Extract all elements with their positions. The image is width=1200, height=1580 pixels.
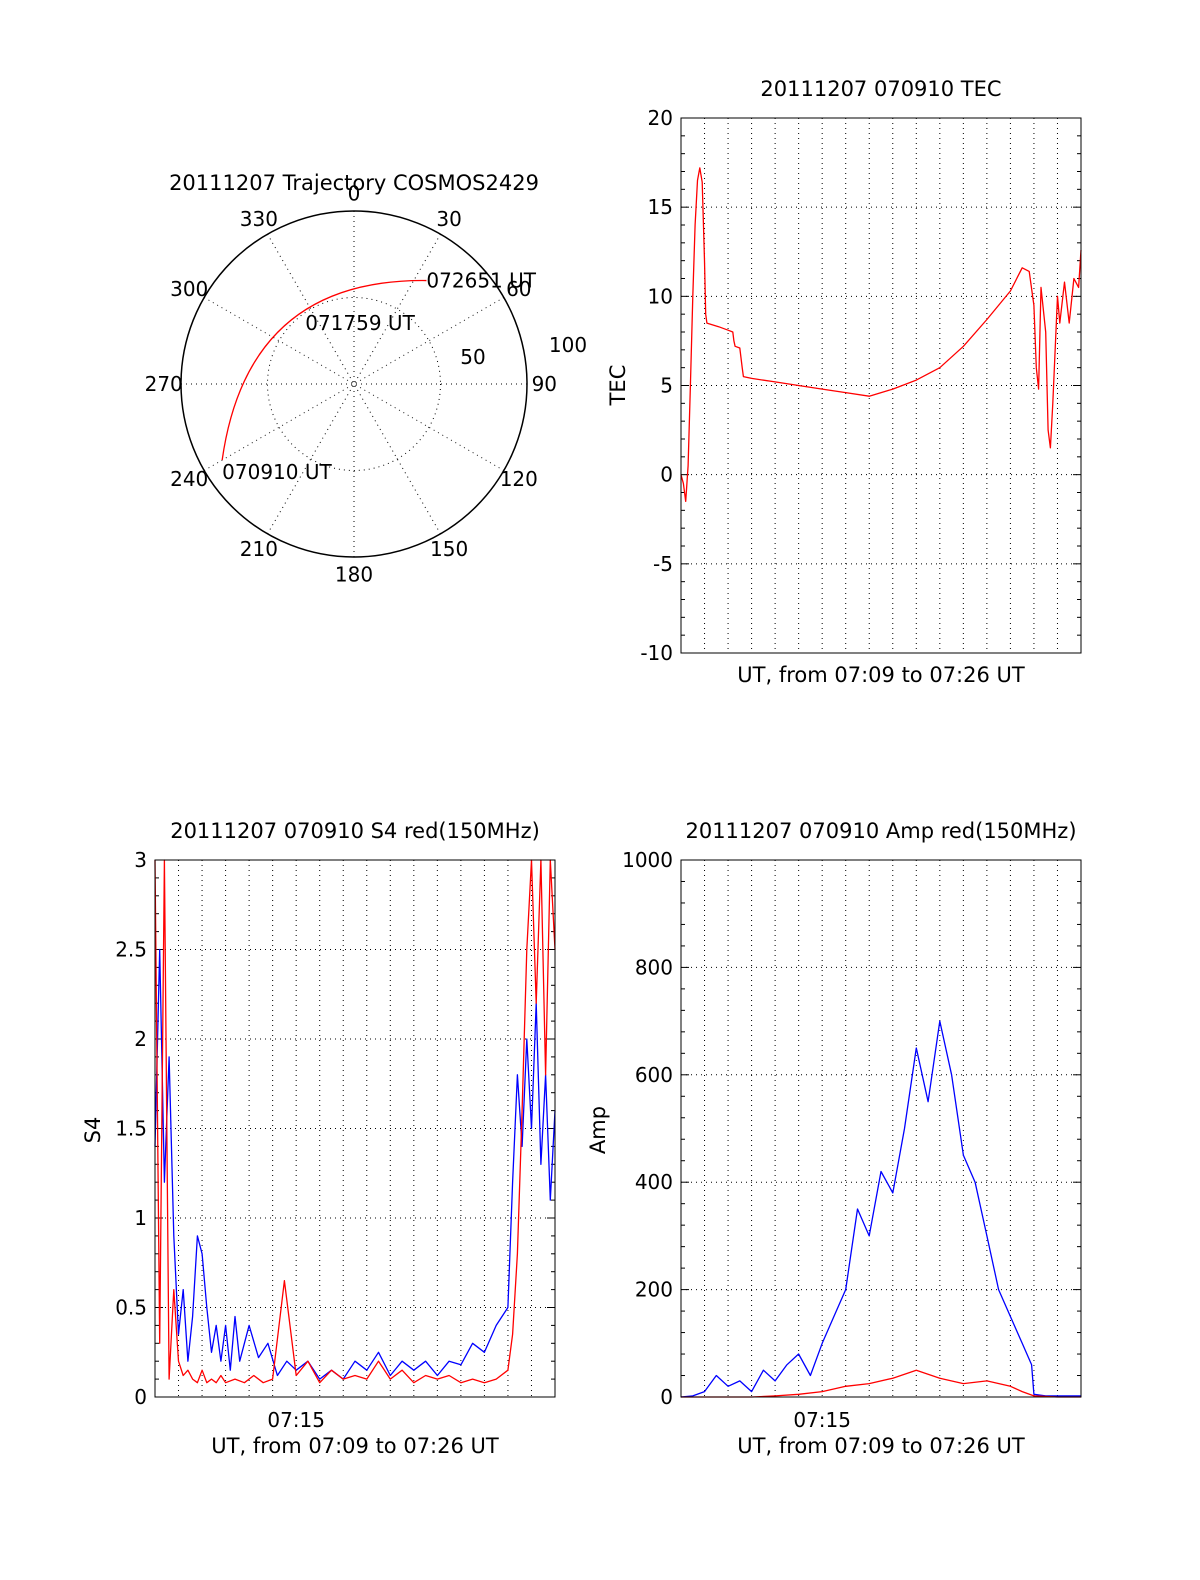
xtick-label: 07:15 bbox=[267, 1408, 325, 1432]
plot-frame bbox=[680, 859, 1082, 1398]
trajectory-point-label: 072651 UT bbox=[426, 269, 536, 293]
series-line-1 bbox=[154, 859, 556, 1384]
ytick-label: 5 bbox=[660, 374, 673, 398]
ytick-label: 2 bbox=[134, 1027, 147, 1051]
radius-label: 100 bbox=[549, 333, 587, 357]
s4-title: 20111207 070910 S4 red(150MHz) bbox=[170, 819, 540, 843]
ytick-label: -5 bbox=[653, 552, 673, 576]
ytick-label: 3 bbox=[134, 848, 147, 872]
polar-outer-circle bbox=[180, 210, 528, 558]
ytick-label: -10 bbox=[640, 641, 673, 665]
plot-frame bbox=[154, 859, 556, 1398]
trajectory-point-label: 070910 UT bbox=[222, 460, 332, 484]
trajectory-track bbox=[221, 279, 427, 461]
azimuth-label: 240 bbox=[170, 467, 208, 491]
ytick-label: 10 bbox=[648, 284, 673, 308]
polar-spoke bbox=[267, 233, 441, 535]
ytick-label: 15 bbox=[648, 195, 673, 219]
ytick-label: 200 bbox=[635, 1278, 673, 1302]
s4-plot: 20111207 070910 S4 red(150MHz) UT, from … bbox=[81, 819, 556, 1458]
polar-plot: 20111207 Trajectory COSMOS2429 0 30 60 90 12… bbox=[145, 171, 587, 586]
ytick-label: 1.5 bbox=[115, 1117, 147, 1141]
azimuth-label: 150 bbox=[430, 537, 468, 561]
tec-axes: 20 15 10 5 0 -5 -10 bbox=[640, 106, 1082, 665]
polar-spoke bbox=[267, 233, 441, 535]
ytick-label: 2.5 bbox=[115, 938, 147, 962]
tec-ylabel: TEC bbox=[606, 365, 630, 407]
series-line-0 bbox=[154, 948, 556, 1380]
tec-plot: 20111207 070910 TEC UT, from 07:09 to 07… bbox=[606, 77, 1082, 687]
amp-ylabel: Amp bbox=[586, 1106, 610, 1154]
ytick-label: 0 bbox=[134, 1385, 147, 1409]
azimuth-label: 60 bbox=[506, 277, 531, 301]
xtick-label: 07:15 bbox=[793, 1408, 851, 1432]
amp-plot: 20111207 070910 Amp red(150MHz) UT, from… bbox=[586, 819, 1082, 1458]
ytick-label: 400 bbox=[635, 1170, 673, 1194]
amp-axes: 1000 800 600 400 200 0 07:15 bbox=[622, 848, 1082, 1432]
ytick-label: 20 bbox=[648, 106, 673, 130]
trajectory-point-label: 071759 UT bbox=[305, 311, 415, 335]
azimuth-label: 90 bbox=[532, 372, 557, 396]
s4-axes: 3 2.5 2 1.5 1 0.5 0 07:15 bbox=[115, 848, 556, 1432]
ytick-label: 600 bbox=[635, 1063, 673, 1087]
ytick-label: 1000 bbox=[622, 848, 673, 872]
polar-axes: 0 30 60 90 120 150 180 210 240 270 300 330 50 100 0709… bbox=[145, 182, 587, 587]
azimuth-label: 330 bbox=[240, 207, 278, 231]
azimuth-label: 120 bbox=[500, 467, 538, 491]
azimuth-label: 180 bbox=[335, 562, 373, 586]
azimuth-label: 210 bbox=[240, 537, 278, 561]
ytick-label: 0 bbox=[660, 1385, 673, 1409]
plot-frame bbox=[680, 117, 1082, 654]
ytick-label: 800 bbox=[635, 955, 673, 979]
radius-label: 50 bbox=[460, 345, 485, 369]
s4-ylabel: S4 bbox=[81, 1117, 105, 1144]
azimuth-label: 30 bbox=[436, 207, 461, 231]
polar-title: 20111207 Trajectory COSMOS2429 bbox=[169, 171, 539, 195]
ytick-label: 0 bbox=[660, 463, 673, 487]
ytick-label: 1 bbox=[134, 1206, 147, 1230]
s4-xlabel: UT, from 07:09 to 07:26 UT bbox=[211, 1434, 499, 1458]
ytick-label: 0.5 bbox=[115, 1296, 147, 1320]
azimuth-label: 300 bbox=[170, 277, 208, 301]
azimuth-label: 270 bbox=[145, 372, 183, 396]
series-line-0 bbox=[680, 167, 1082, 503]
amp-xlabel: UT, from 07:09 to 07:26 UT bbox=[737, 1434, 1025, 1458]
amp-title: 20111207 070910 Amp red(150MHz) bbox=[685, 819, 1076, 843]
polar-inner-circle bbox=[267, 297, 441, 471]
tec-xlabel: UT, from 07:09 to 07:26 UT bbox=[737, 663, 1025, 687]
series-line-1 bbox=[681, 1369, 1081, 1398]
series-line-0 bbox=[680, 1020, 1081, 1398]
azimuth-label: 0 bbox=[348, 182, 361, 206]
tec-title: 20111207 070910 TEC bbox=[760, 77, 1001, 101]
